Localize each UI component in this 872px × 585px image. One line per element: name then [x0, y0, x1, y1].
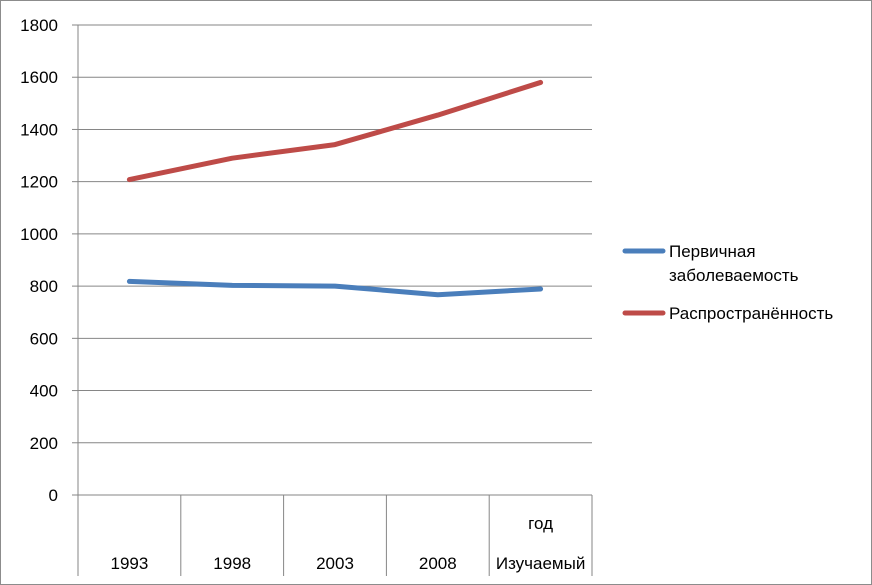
y-tick-label: 1000 — [20, 225, 58, 244]
legend-label: Первичная — [669, 242, 756, 261]
x-tick-label: Изучаемый — [496, 554, 586, 573]
axes — [72, 24, 593, 576]
y-tick-label: 200 — [30, 434, 58, 453]
x-tick-label: 2008 — [419, 554, 457, 573]
legend-label: заболеваемость — [669, 266, 799, 285]
series-line-1 — [126, 79, 544, 183]
y-tick-label: 600 — [30, 329, 58, 348]
x-axis-tick-labels: 1993 1998 2003 2008 год Изучаемый — [110, 514, 585, 573]
y-tick-label: 400 — [30, 382, 58, 401]
legend-label: Распространённость — [669, 304, 833, 323]
y-tick-label: 1600 — [20, 68, 58, 87]
legend: Первичная заболеваемость Распространённост… — [622, 242, 833, 323]
y-tick-label: 1200 — [20, 173, 58, 192]
x-tick-label-line2: год — [528, 514, 553, 533]
series-lines — [126, 79, 544, 298]
y-axis-tick-labels: 0 200 400 600 800 1000 1200 1400 1600 1800 — [20, 16, 58, 505]
y-tick-label: 1800 — [20, 16, 58, 35]
y-tick-label: 0 — [49, 486, 58, 505]
x-tick-label: 1993 — [110, 554, 148, 573]
series-line-0 — [126, 278, 544, 298]
gridlines — [78, 24, 592, 444]
x-tick-label: 2003 — [316, 554, 354, 573]
y-tick-label: 1400 — [20, 120, 58, 139]
x-tick-label: 1998 — [213, 554, 251, 573]
y-tick-label: 800 — [30, 277, 58, 296]
